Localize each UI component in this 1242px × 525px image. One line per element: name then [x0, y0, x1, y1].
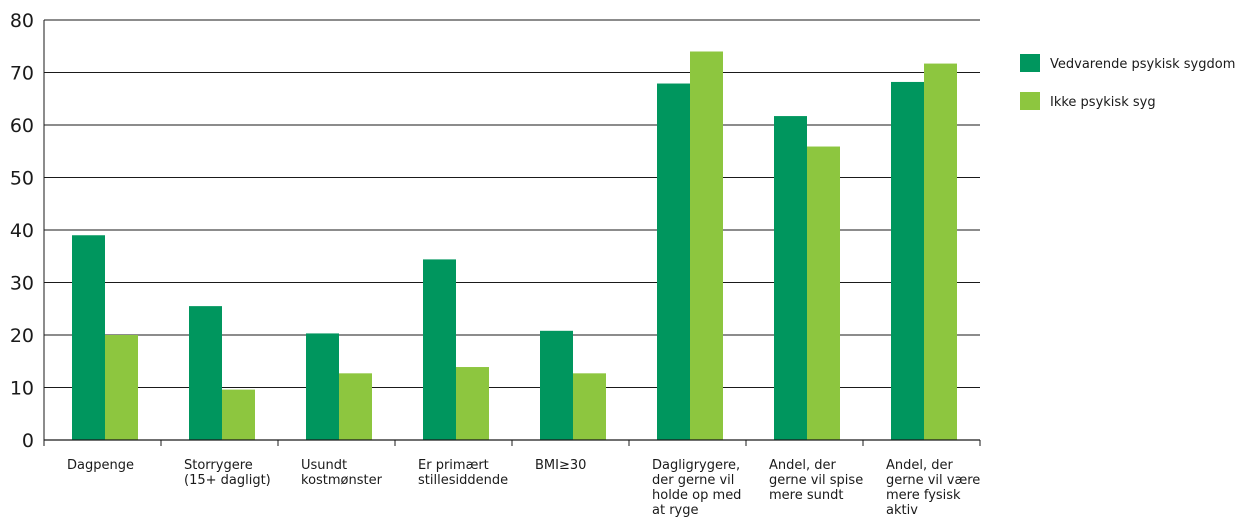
x-category-label-line: stillesiddende: [418, 473, 508, 488]
x-category-label: Dagligrygere, der gerne vil holde op med at…: [652, 458, 741, 518]
y-tick-labels: 0 10 20 30 40 50 60 70 80: [10, 10, 34, 452]
x-category-label-line: Usundt: [301, 458, 347, 473]
x-category-label-line: Er primært: [418, 458, 489, 473]
legend-label: Ikke psykisk syg: [1050, 95, 1156, 110]
legend-swatch: [1020, 54, 1040, 72]
y-tick-label: 50: [10, 168, 34, 190]
x-category-label: Er primært stillesiddende: [418, 458, 508, 488]
bar: [807, 146, 840, 440]
bar: [306, 333, 339, 440]
x-category-label: Andel, der gerne vil være mere fysisk aktiv: [886, 458, 980, 518]
bar: [774, 116, 807, 440]
bar: [891, 81, 924, 440]
x-category-label-line: Storrygere: [184, 458, 253, 473]
x-category-label-line: kostmønster: [301, 473, 383, 488]
x-category-label-line: Andel, der: [886, 458, 954, 473]
bar: [339, 373, 372, 440]
legend-label: Vedvarende psykisk sygdom: [1050, 57, 1235, 72]
x-category-label: Usundt kostmønster: [301, 458, 383, 488]
bar: [690, 51, 723, 440]
x-category-label-line: aktiv: [886, 503, 918, 518]
bars: [72, 51, 957, 441]
legend-swatch: [1020, 92, 1040, 110]
x-category-label: Storrygere (15+ dagligt): [184, 458, 271, 488]
y-tick-label: 20: [10, 325, 34, 347]
x-category-labels: Dagpenge Storrygere (15+ dagligt) Usundt kos…: [67, 458, 980, 518]
x-category-label-line: der gerne vil: [652, 473, 734, 488]
x-category-label: Dagpenge: [67, 458, 134, 473]
bar: [189, 306, 222, 440]
x-category-label-line: gerne vil være: [886, 473, 980, 488]
y-tick-label: 30: [10, 273, 34, 295]
y-tick-label: 80: [10, 10, 34, 32]
x-category-label-line: Dagpenge: [67, 458, 134, 473]
bar: [540, 330, 573, 440]
bar: [105, 335, 138, 440]
bar: [657, 83, 690, 441]
x-category-label: Andel, der gerne vil spise mere sundt: [769, 458, 863, 503]
x-category-label-line: at ryge: [652, 503, 698, 518]
x-category-label-line: mere fysisk: [886, 488, 961, 503]
y-tick-label: 70: [10, 63, 34, 85]
x-category-label-line: (15+ dagligt): [184, 473, 271, 488]
bar: [924, 63, 957, 440]
bar: [72, 235, 105, 440]
axes: [43, 20, 981, 446]
y-tick-label: 0: [22, 430, 34, 452]
x-category-label-line: Andel, der: [769, 458, 837, 473]
legend: Vedvarende psykisk sygdom Ikke psykisk sy…: [1020, 54, 1235, 110]
x-category-label-line: BMI≥30: [535, 458, 586, 473]
bar: [222, 389, 255, 440]
bar: [423, 259, 456, 440]
bar: [456, 367, 489, 440]
y-tick-label: 40: [10, 220, 34, 242]
x-category-label-line: Dagligrygere,: [652, 458, 740, 473]
x-category-label: BMI≥30: [535, 458, 586, 473]
bar: [573, 373, 606, 440]
x-category-label-line: mere sundt: [769, 488, 843, 503]
y-tick-label: 60: [10, 115, 34, 137]
x-category-label-line: holde op med: [652, 488, 741, 503]
x-category-label-line: gerne vil spise: [769, 473, 863, 488]
y-tick-label: 10: [10, 378, 34, 400]
